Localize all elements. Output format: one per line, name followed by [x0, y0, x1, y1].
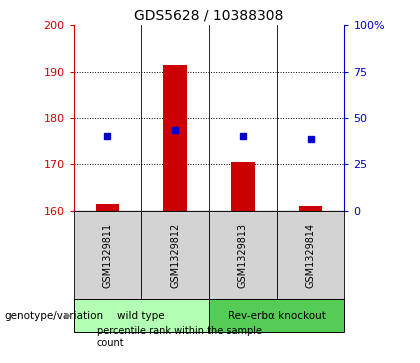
- Text: GSM1329814: GSM1329814: [305, 223, 315, 287]
- Bar: [74, 211, 141, 299]
- Text: wild type: wild type: [118, 311, 165, 321]
- Text: GSM1329813: GSM1329813: [238, 223, 248, 287]
- Bar: [231, 162, 255, 211]
- Bar: [163, 65, 187, 211]
- Text: count: count: [97, 338, 124, 348]
- Bar: [277, 211, 344, 299]
- Title: GDS5628 / 10388308: GDS5628 / 10388308: [134, 9, 284, 23]
- Text: Rev-erbα knockout: Rev-erbα knockout: [228, 311, 326, 321]
- Bar: [95, 204, 119, 211]
- Bar: [209, 299, 344, 332]
- Text: GSM1329812: GSM1329812: [170, 223, 180, 287]
- Text: GSM1329811: GSM1329811: [102, 223, 113, 287]
- Text: genotype/variation: genotype/variation: [4, 311, 103, 321]
- Bar: [299, 206, 323, 211]
- Bar: [74, 299, 209, 332]
- Bar: [209, 211, 277, 299]
- Bar: [141, 211, 209, 299]
- Text: percentile rank within the sample: percentile rank within the sample: [97, 326, 262, 337]
